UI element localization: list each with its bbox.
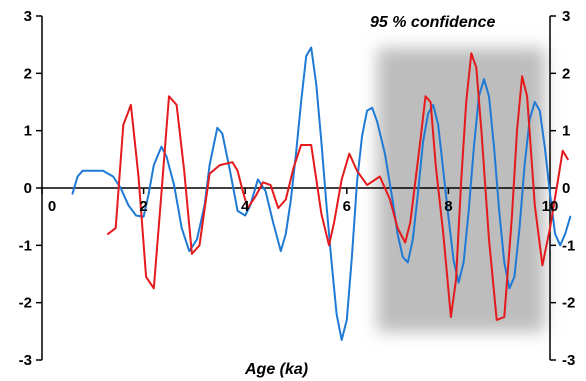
series-layer bbox=[71, 46, 572, 341]
y-tick-label-left: 3 bbox=[24, 8, 32, 25]
y-tick-label-left: -2 bbox=[19, 295, 32, 312]
x-tick-label: 10 bbox=[542, 198, 559, 215]
y-tick-label-right: -1 bbox=[562, 237, 575, 254]
y-tick-label-left: -1 bbox=[19, 237, 32, 254]
x-axis-title: Age (ka) bbox=[244, 361, 308, 378]
y-tick-label-right: 2 bbox=[562, 65, 570, 82]
y-tick-label-right: 3 bbox=[562, 8, 570, 25]
label-layer: 3 32 21 10 0-1 -1-2 -2-3 -30 2 4 6 8 10 bbox=[19, 8, 576, 369]
y-tick-label-left: -3 bbox=[19, 352, 32, 369]
x-tick-label: 2 bbox=[139, 198, 147, 215]
y-tick-label-right: -3 bbox=[562, 352, 575, 369]
y-tick-label-left: 2 bbox=[24, 65, 32, 82]
series-line-1 bbox=[71, 46, 572, 341]
x-tick-label: 6 bbox=[343, 198, 351, 215]
x-tick-label: 8 bbox=[444, 198, 452, 215]
y-tick-label-left: 0 bbox=[24, 180, 32, 197]
y-tick-label-right: 1 bbox=[562, 123, 570, 140]
y-tick-label-right: 0 bbox=[562, 180, 570, 197]
x-tick-label: 4 bbox=[241, 198, 250, 215]
confidence-annotation: 95 % confidence bbox=[370, 14, 495, 31]
y-tick-label-right: -2 bbox=[562, 295, 575, 312]
series-line-2 bbox=[107, 52, 569, 321]
y-tick-label-left: 1 bbox=[24, 123, 32, 140]
x-tick-label: 0 bbox=[48, 198, 56, 215]
